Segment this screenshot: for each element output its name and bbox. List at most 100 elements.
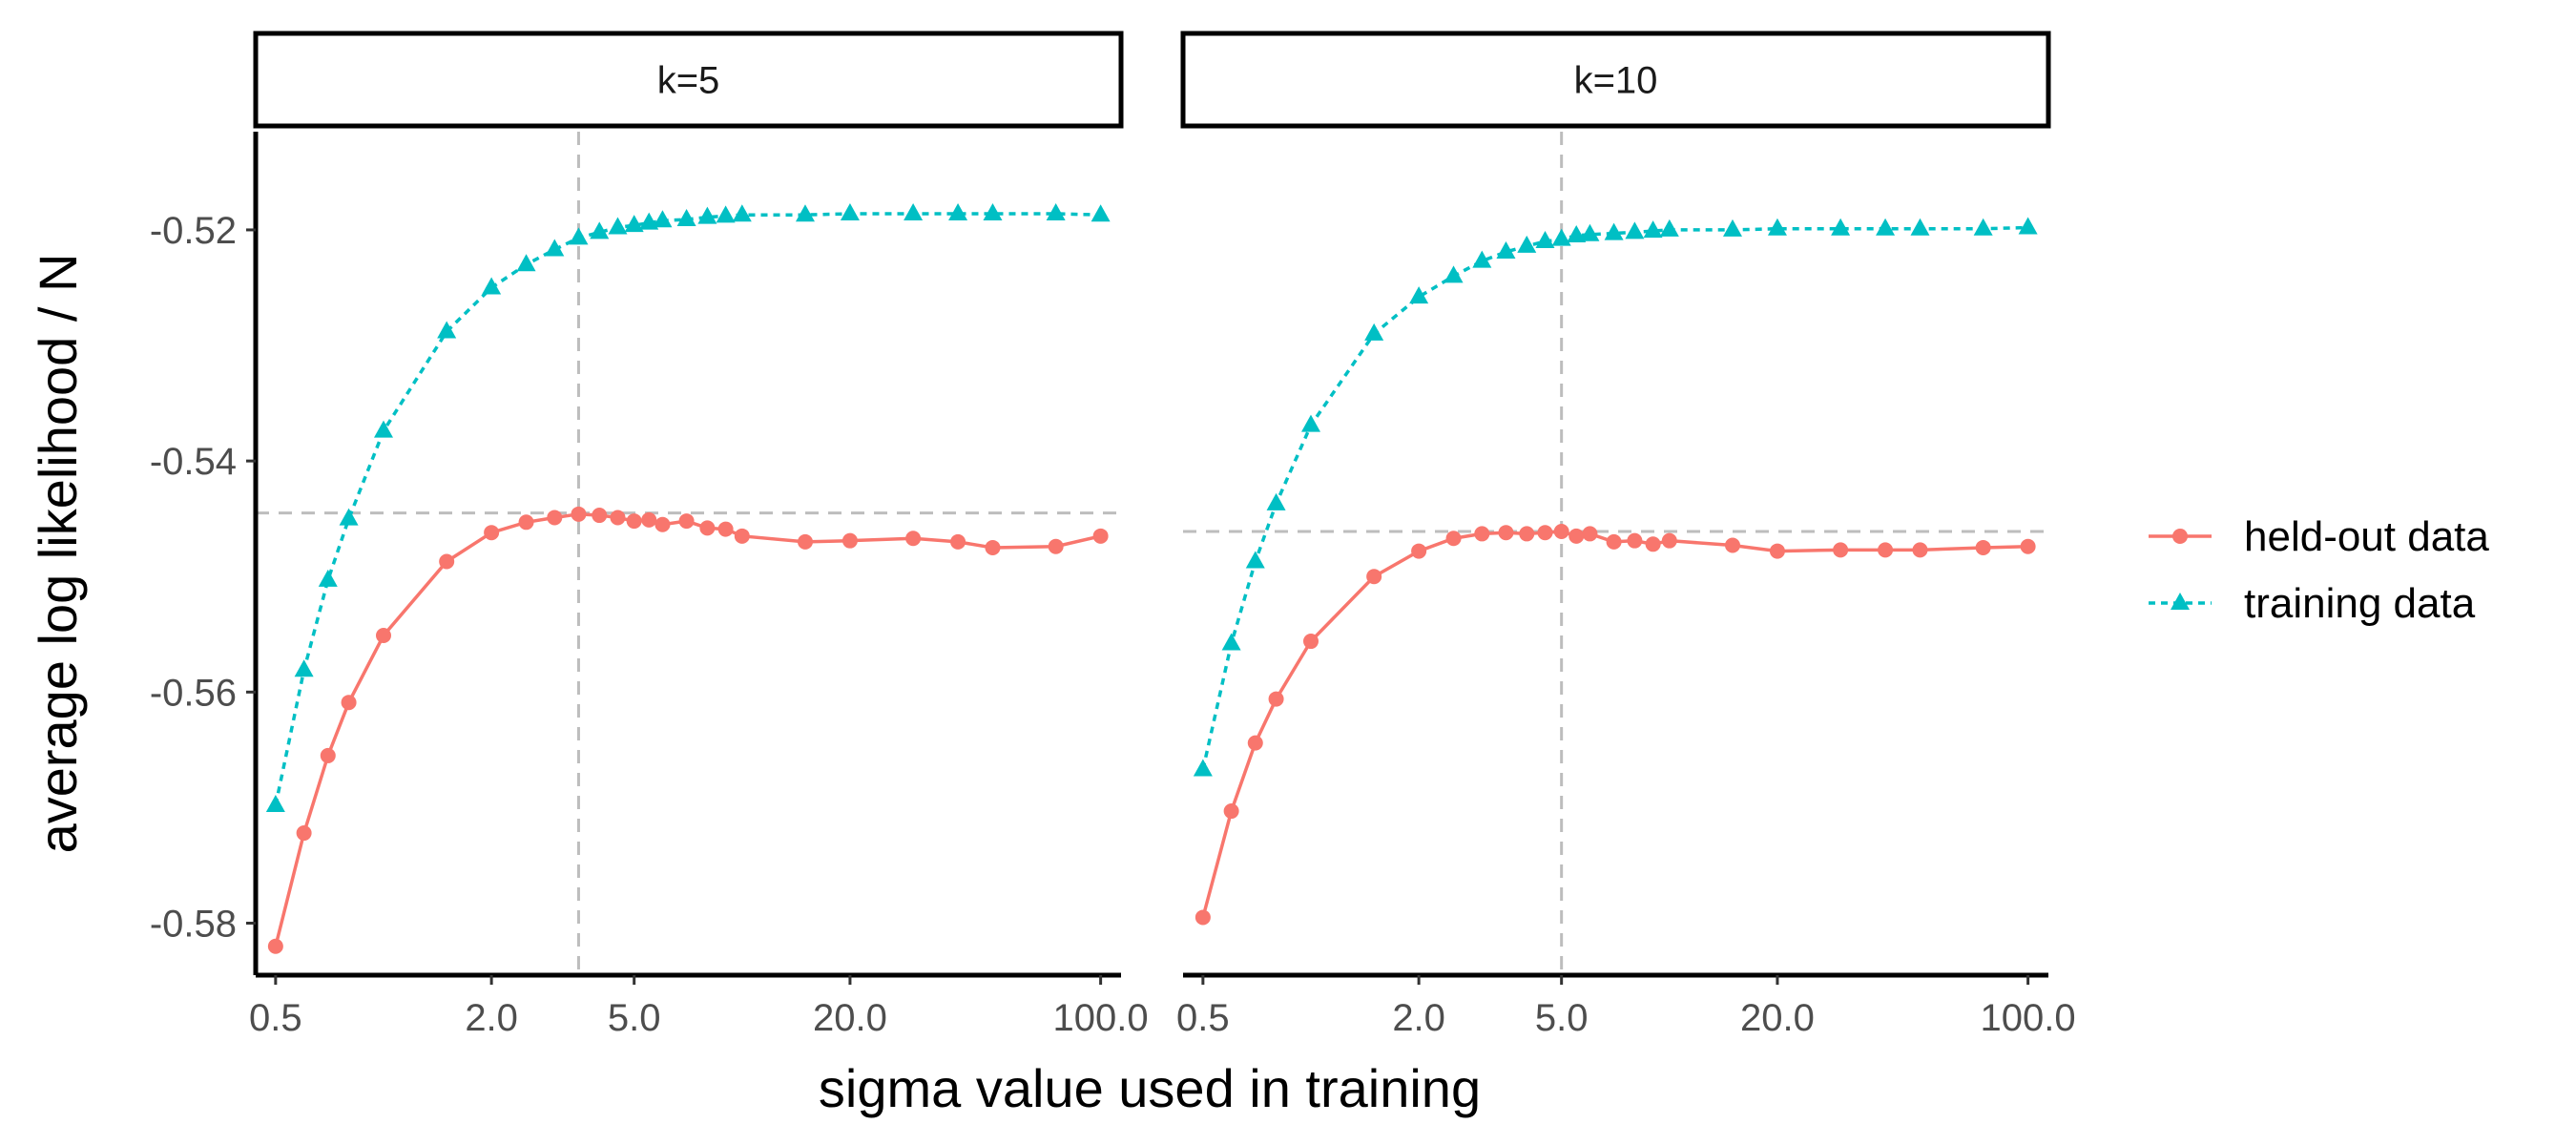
x-tick-label: 100.0: [1053, 997, 1149, 1039]
data-point: [699, 520, 716, 536]
held-out-series: [267, 506, 1109, 954]
data-point: [1366, 569, 1382, 585]
data-point: [547, 510, 563, 526]
panels-layer: k=5 0.5 2.0 5.0 20.0 100.0 -0.52 -0.54 -0.56 -0.5…: [150, 31, 2076, 1039]
facet-strip-label: k=10: [1574, 60, 1658, 102]
x-tick-label: 20.0: [813, 997, 887, 1039]
data-point: [1769, 543, 1785, 559]
data-point: [1046, 202, 1066, 220]
data-point: [1409, 286, 1429, 304]
data-point: [654, 516, 671, 532]
data-point: [1411, 543, 1427, 559]
data-point: [732, 204, 752, 222]
data-point: [1975, 539, 1991, 555]
data-point: [1606, 533, 1622, 550]
panel-k-10: k=10 0.5 2.0 5.0 20.0 100.0: [1176, 31, 2076, 1039]
data-point: [1876, 218, 1896, 236]
data-point: [985, 539, 1001, 555]
data-point: [545, 239, 565, 257]
series-line: [274, 212, 1101, 806]
facet-strip: [1180, 31, 2051, 129]
data-point: [717, 521, 734, 537]
data-point: [840, 202, 860, 220]
data-point: [626, 513, 642, 530]
data-point: [1553, 523, 1569, 539]
data-point: [1551, 228, 1571, 246]
data-point: [1567, 224, 1587, 242]
series-line: [274, 512, 1102, 947]
data-point: [1193, 759, 1213, 777]
data-point: [734, 528, 750, 544]
x-tick-label: 2.0: [465, 997, 518, 1039]
data-point: [1444, 265, 1464, 283]
data-point: [482, 277, 502, 295]
data-point: [1048, 538, 1064, 554]
data-point: [2020, 538, 2036, 554]
data-point: [1645, 536, 1661, 552]
data-point: [697, 206, 717, 224]
data-point: [294, 659, 314, 677]
legend-key-marker: [2172, 529, 2188, 544]
data-point: [1300, 414, 1320, 432]
data-point: [1221, 633, 1241, 651]
legend-item-held-out: held-out data: [2149, 513, 2489, 560]
data-point: [437, 321, 457, 339]
data-point: [267, 938, 283, 954]
data-point: [1661, 532, 1677, 549]
data-point: [1266, 492, 1286, 510]
data-point: [1537, 525, 1553, 541]
data-point: [1302, 634, 1319, 650]
x-tick-label: 5.0: [608, 997, 661, 1039]
legend-item-training: training data: [2149, 580, 2476, 627]
data-point: [1643, 220, 1663, 239]
data-point: [1091, 204, 1111, 222]
data-point: [653, 210, 673, 228]
data-point: [1268, 691, 1284, 707]
data-point: [1195, 909, 1211, 926]
data-point: [571, 506, 587, 522]
data-point: [1582, 526, 1598, 542]
data-point: [339, 508, 359, 526]
data-point: [484, 525, 500, 541]
data-point: [678, 513, 695, 530]
data-point: [1659, 219, 1679, 237]
legend-label: held-out data: [2244, 513, 2489, 560]
data-point: [716, 205, 736, 223]
data-point: [950, 533, 966, 550]
data-point: [320, 747, 336, 763]
data-point: [439, 553, 455, 570]
x-tick-label: 0.5: [249, 997, 302, 1039]
data-point: [1445, 531, 1462, 547]
data-point: [904, 202, 924, 220]
data-point: [296, 825, 312, 842]
data-point: [518, 514, 534, 531]
data-point: [1519, 526, 1535, 542]
series-line: [1201, 530, 2028, 918]
x-tick-label: 100.0: [1981, 997, 2076, 1039]
data-point: [676, 209, 696, 227]
data-point: [1364, 323, 1384, 341]
training-series: [265, 202, 1111, 812]
x-tick-label: 20.0: [1740, 997, 1815, 1039]
data-point: [1517, 235, 1537, 253]
legend-label: training data: [2244, 580, 2476, 627]
data-point: [841, 532, 858, 549]
data-point: [1535, 231, 1555, 249]
data-point: [2018, 217, 2038, 235]
data-point: [624, 215, 644, 233]
data-point: [1724, 537, 1740, 553]
data-point: [1878, 542, 1894, 558]
data-point: [592, 508, 608, 524]
series-line: [1201, 225, 2028, 770]
data-point: [1722, 219, 1742, 237]
data-point: [641, 511, 657, 528]
data-point: [983, 202, 1003, 220]
data-point: [1568, 528, 1585, 544]
data-point: [1496, 240, 1516, 259]
data-point: [516, 254, 536, 272]
data-point: [1910, 218, 1930, 236]
data-point: [1223, 803, 1239, 820]
data-point: [1833, 542, 1849, 558]
training-series: [1193, 217, 2038, 777]
y-axis-title: average log likelihood / N: [28, 254, 88, 854]
